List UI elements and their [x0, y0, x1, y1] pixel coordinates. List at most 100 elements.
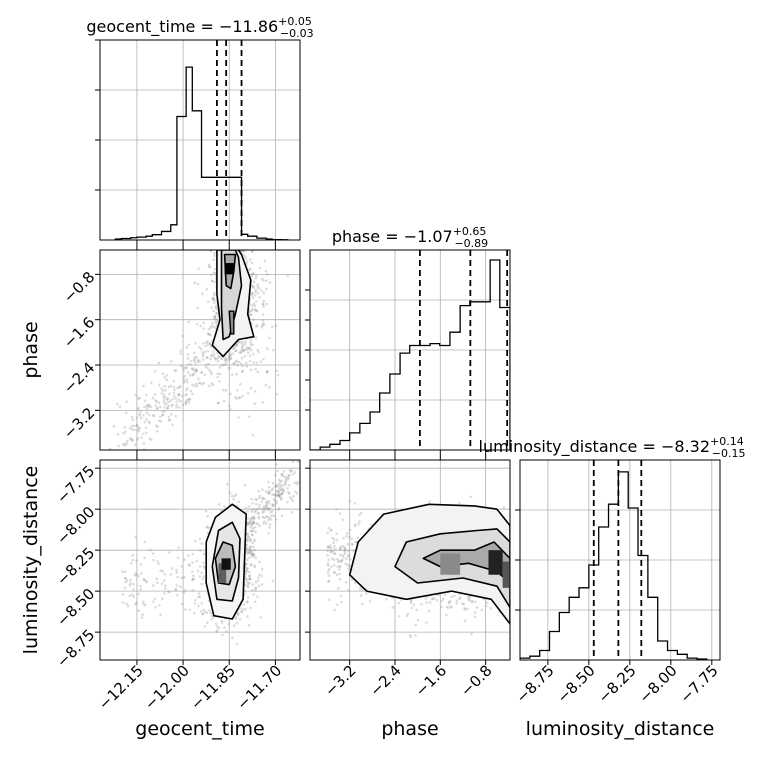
luminosity_distance-vs-geocent_time-point [249, 537, 253, 541]
luminosity_distance-vs-geocent_time-point [191, 577, 195, 581]
luminosity_distance-vs-geocent_time-point [268, 526, 271, 529]
luminosity_distance-vs-geocent_time-point [273, 494, 277, 497]
luminosity_distance-vs-geocent_time-point [247, 551, 251, 555]
phase-vs-geocent_time-point [189, 363, 192, 366]
phase-vs-geocent_time-point [236, 363, 240, 367]
luminosity_distance-vs-phase-point [410, 598, 413, 602]
phase-vs-geocent_time-point [256, 285, 260, 288]
luminosity_distance-vs-geocent_time-point [134, 535, 137, 539]
luminosity_distance-vs-phase-point [385, 598, 388, 601]
luminosity_distance-vs-geocent_time-point [271, 481, 275, 485]
luminosity_distance-vs-geocent_time-point [200, 571, 203, 575]
phase-vs-geocent_time-point [207, 332, 211, 336]
luminosity_distance-vs-geocent_time-point [267, 492, 271, 495]
phase-vs-geocent_time-point [183, 379, 187, 383]
luminosity_distance-vs-geocent_time-point [291, 499, 295, 503]
phase-vs-geocent_time-point [212, 258, 215, 261]
phase-vs-geocent_time-point [201, 353, 205, 356]
phase-vs-geocent_time-point [191, 373, 195, 377]
phase-vs-geocent_time-point [261, 319, 265, 322]
phase-vs-geocent_time-point [207, 362, 211, 366]
phase-vs-geocent_time-point [147, 405, 150, 408]
luminosity_distance-vs-geocent_time-point [271, 503, 274, 507]
luminosity_distance-vs-geocent_time-point [193, 602, 197, 605]
luminosity_distance-vs-phase-point [514, 560, 517, 563]
phase-vs-geocent_time-point [235, 359, 238, 362]
luminosity_distance-vs-geocent_time-point [182, 591, 186, 594]
luminosity_distance-vs-geocent_time-point [277, 507, 281, 510]
luminosity_distance-vs-geocent_time-point [258, 506, 261, 510]
phase-vs-geocent_time-point [251, 343, 254, 347]
luminosity_distance-vs-phase-point [471, 600, 474, 603]
phase-vs-geocent_time-point [251, 291, 255, 295]
luminosity_distance-vs-geocent_time-point [198, 549, 202, 552]
luminosity_distance-vs-geocent_time-point [263, 506, 266, 510]
phase-vs-geocent_time-point [170, 404, 174, 408]
luminosity_distance-vs-geocent_time-point [197, 592, 201, 595]
luminosity_distance-vs-geocent_time-point [245, 567, 249, 571]
phase-vs-geocent_time-point [249, 338, 253, 342]
luminosity_distance-vs-phase-point [330, 550, 333, 554]
phase-vs-geocent_time-point [200, 371, 204, 374]
luminosity_distance-vs-geocent_time-point [291, 460, 295, 464]
luminosity_distance-vs-phase-cell-2 [502, 561, 510, 588]
luminosity_distance-vs-geocent_time-point [188, 608, 191, 612]
luminosity_distance-vs-geocent_time-point [277, 478, 281, 482]
phase-vs-geocent_time-point [159, 415, 162, 418]
luminosity_distance-vs-geocent_time-point [276, 490, 280, 494]
phase-vs-geocent_time-point [142, 432, 145, 436]
luminosity_distance-vs-phase-point [339, 547, 342, 551]
luminosity_distance-vs-geocent_time-point [282, 490, 285, 494]
luminosity_distance-vs-geocent_time-point [274, 473, 277, 477]
luminosity_distance-vs-geocent_time-point [246, 537, 249, 540]
luminosity_distance-vs-geocent_time-point [203, 566, 206, 570]
phase-vs-geocent_time-point [215, 323, 218, 327]
phase-vs-geocent_time-point [123, 442, 126, 446]
phase-vs-geocent_time-point [256, 291, 260, 295]
phase-vs-geocent_time-point [234, 349, 238, 353]
phase-vs-geocent_time-point [155, 400, 158, 403]
phase-vs-geocent_time-point [261, 401, 264, 404]
phase-vs-geocent_time-point [202, 327, 206, 330]
luminosity_distance-vs-geocent_time-point [266, 491, 270, 495]
luminosity_distance-vs-geocent_time-point [170, 567, 174, 570]
phase-vs-geocent_time-point [247, 346, 251, 350]
phase-vs-geocent_time-point [134, 393, 138, 397]
phase-vs-geocent_time-point [185, 399, 189, 402]
luminosity_distance-vs-geocent_time-point [232, 497, 235, 501]
phase-vs-geocent_time-point [240, 356, 244, 360]
phase-vs-geocent_time-point [184, 401, 188, 404]
luminosity_distance-vs-phase-point [328, 544, 332, 547]
luminosity_distance-vs-phase-point [347, 567, 350, 570]
luminosity_distance-vs-geocent_time-point [249, 539, 252, 543]
luminosity_distance-vs-phase-point [326, 562, 330, 565]
luminosity_distance-vs-phase-point [335, 603, 339, 607]
luminosity_distance-hist-title-minus: −0.15 [712, 447, 746, 460]
luminosity_distance-vs-phase-point [514, 570, 517, 573]
luminosity_distance-vs-phase-point [353, 501, 357, 505]
phase-vs-geocent_time-point [188, 397, 191, 401]
luminosity_distance-vs-geocent_time-point [262, 522, 265, 525]
luminosity_distance-vs-phase-point [516, 575, 519, 578]
luminosity_distance-vs-phase-point [425, 621, 428, 624]
phase-vs-geocent_time-point [196, 377, 200, 381]
luminosity_distance-vs-geocent_time-point [255, 498, 259, 501]
luminosity_distance-vs-phase-point [445, 605, 449, 609]
luminosity_distance-vs-phase-point [338, 512, 342, 515]
phase-vs-geocent_time-point [186, 357, 190, 360]
luminosity_distance-vs-geocent_time-point [245, 569, 248, 573]
geocent_time-hist-title-name: geocent_time = −11.86 [86, 17, 278, 37]
luminosity_distance-vs-geocent_time-point [266, 515, 269, 519]
luminosity_distance-vs-geocent_time-point [271, 503, 274, 507]
luminosity_distance-vs-geocent_time-point [274, 518, 278, 521]
luminosity_distance-vs-geocent_time-point [267, 499, 270, 503]
luminosity_distance-vs-phase-point [511, 563, 514, 566]
luminosity_distance-vs-geocent_time-point [246, 521, 249, 525]
luminosity_distance-vs-geocent_time-point [276, 489, 279, 492]
phase-vs-geocent_time-point [245, 260, 249, 263]
phase-vs-geocent_time-point [235, 344, 239, 347]
luminosity_distance-vs-phase-point [351, 543, 354, 546]
phase-vs-geocent_time-point [144, 426, 148, 430]
luminosity_distance-vs-geocent_time-point [252, 593, 255, 596]
